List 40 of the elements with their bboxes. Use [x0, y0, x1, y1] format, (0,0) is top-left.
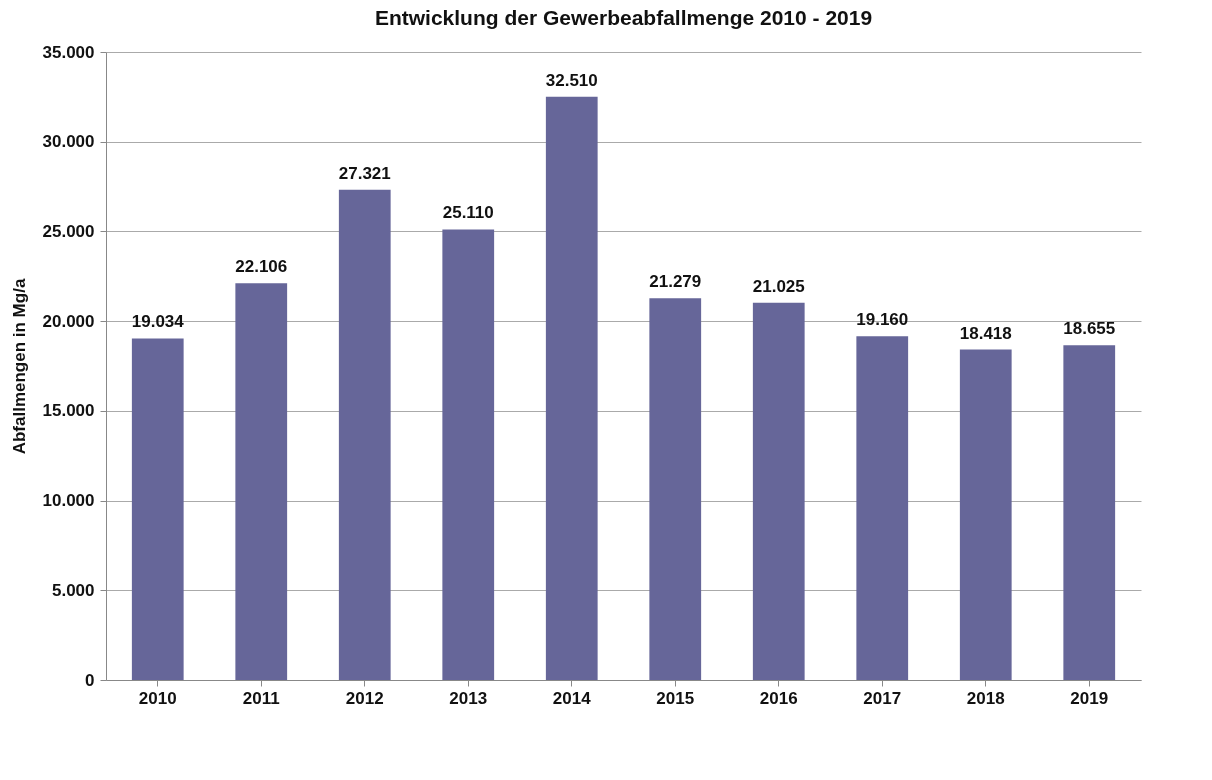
y-axis-title: Abfallmengen in Mg/a — [9, 278, 29, 455]
x-tick-label: 2019 — [1070, 688, 1109, 708]
x-tick-label: 2012 — [345, 688, 384, 708]
data-label: 18.418 — [959, 323, 1012, 343]
bar — [959, 349, 1012, 680]
x-tick-label: 2018 — [966, 688, 1005, 708]
bar — [131, 338, 184, 680]
y-tick-label: 5.000 — [51, 580, 95, 600]
x-tick-label: 2015 — [656, 688, 695, 708]
data-label: 18.655 — [1063, 319, 1116, 339]
y-tick-label: 25.000 — [42, 221, 95, 241]
y-tick-label: 30.000 — [42, 132, 95, 152]
bar — [442, 229, 495, 680]
bar — [752, 302, 805, 680]
bar — [338, 189, 391, 680]
y-tick-label: 20.000 — [42, 311, 95, 331]
x-tick-label: 2011 — [242, 688, 280, 708]
data-label: 21.279 — [649, 272, 702, 292]
data-label: 19.160 — [856, 310, 909, 330]
y-tick-label: 35.000 — [42, 42, 95, 62]
chart-title: Entwicklung der Gewerbeabfallmenge 2010 - 2019 — [374, 6, 873, 29]
y-tick-label: 10.000 — [42, 491, 95, 511]
bar — [856, 336, 909, 680]
x-tick-label: 2016 — [759, 688, 798, 708]
data-label: 27.321 — [338, 163, 391, 183]
bar — [1063, 345, 1116, 680]
x-tick-label: 2013 — [449, 688, 488, 708]
x-tick-label: 2017 — [863, 688, 902, 708]
bar — [649, 298, 702, 680]
x-tick-label: 2010 — [138, 688, 177, 708]
y-tick-label: 15.000 — [42, 401, 95, 421]
data-label: 22.106 — [235, 257, 288, 277]
data-label: 32.510 — [545, 70, 598, 90]
bar — [545, 96, 598, 680]
data-label: 21.025 — [752, 276, 805, 296]
data-label: 25.110 — [442, 203, 494, 223]
data-label: 19.034 — [131, 312, 185, 332]
x-tick-label: 2014 — [552, 688, 592, 708]
bar — [235, 283, 288, 680]
y-tick-label: 0 — [85, 670, 95, 690]
